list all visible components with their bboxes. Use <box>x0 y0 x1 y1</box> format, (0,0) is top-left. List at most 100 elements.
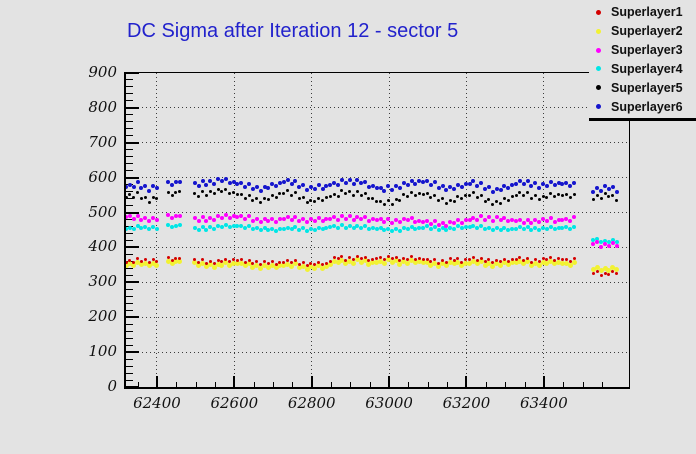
data-point-superlayer1 <box>297 262 301 266</box>
data-point-superlayer6 <box>483 186 488 191</box>
data-point-superlayer1 <box>444 260 448 264</box>
x-minor-tick <box>292 382 294 387</box>
data-point-superlayer6 <box>359 181 364 186</box>
data-point-superlayer2 <box>424 260 430 266</box>
y-tick-label: 600 <box>88 167 117 186</box>
y-tick-label: 200 <box>88 307 117 326</box>
data-point-superlayer2 <box>126 263 129 269</box>
y-minor-tick <box>126 128 133 130</box>
data-point-superlayer4 <box>200 225 205 230</box>
y-minor-tick <box>126 232 133 234</box>
y-minor-tick <box>126 309 133 311</box>
legend-marker-superlayer1 <box>596 9 601 15</box>
data-point-superlayer5 <box>332 192 336 196</box>
y-minor-tick <box>126 163 133 165</box>
data-point-superlayer3 <box>151 215 156 220</box>
data-point-superlayer2 <box>316 263 322 269</box>
data-point-superlayer6 <box>126 185 128 190</box>
data-point-superlayer6 <box>455 182 460 187</box>
y-minor-tick <box>126 295 133 297</box>
data-point-superlayer3 <box>277 217 282 222</box>
data-point-superlayer3 <box>606 244 611 249</box>
data-point-superlayer5 <box>518 190 522 194</box>
data-point-superlayer6 <box>544 183 549 188</box>
legend-item: Superlayer2 <box>589 23 696 40</box>
data-point-superlayer2 <box>219 262 225 268</box>
data-point-superlayer2 <box>536 262 542 268</box>
data-point-superlayer6 <box>560 181 565 186</box>
data-point-superlayer2 <box>385 257 391 263</box>
data-point-superlayer2 <box>401 259 407 265</box>
data-point-superlayer6 <box>308 184 313 189</box>
data-point-superlayer2 <box>362 258 368 264</box>
data-point-superlayer6 <box>247 182 252 187</box>
data-point-superlayer1 <box>266 262 270 266</box>
data-point-superlayer5 <box>147 200 151 204</box>
data-point-superlayer4 <box>378 226 383 231</box>
data-point-superlayer2 <box>540 259 546 265</box>
data-point-superlayer4 <box>247 224 252 229</box>
data-point-superlayer6 <box>363 179 368 184</box>
data-point-superlayer3 <box>560 218 565 223</box>
data-point-superlayer5 <box>151 195 155 199</box>
data-point-superlayer2 <box>238 260 244 266</box>
y-tick-label: 700 <box>88 132 117 151</box>
data-point-superlayer3 <box>544 218 549 223</box>
data-point-superlayer1 <box>328 259 332 263</box>
data-point-superlayer1 <box>340 255 344 259</box>
data-point-superlayer3 <box>517 217 522 222</box>
data-point-superlayer5 <box>371 197 375 201</box>
data-point-superlayer4 <box>471 224 476 229</box>
data-point-superlayer3 <box>243 217 248 222</box>
data-point-superlayer6 <box>490 189 495 194</box>
data-point-superlayer1 <box>235 258 239 262</box>
data-point-superlayer1 <box>193 258 197 261</box>
data-point-superlayer5 <box>479 193 483 197</box>
data-point-superlayer6 <box>394 184 399 189</box>
data-point-superlayer1 <box>301 261 305 265</box>
data-point-superlayer3 <box>135 214 140 219</box>
data-point-superlayer1 <box>126 260 128 264</box>
data-point-superlayer4 <box>436 227 441 232</box>
data-point-superlayer6 <box>200 179 205 184</box>
data-point-superlayer3 <box>452 221 457 226</box>
data-point-superlayer1 <box>363 255 367 259</box>
y-minor-tick <box>126 239 133 241</box>
data-point-superlayer6 <box>599 188 604 193</box>
data-point-superlayer1 <box>382 257 386 261</box>
data-point-superlayer1 <box>526 256 530 260</box>
data-point-superlayer2 <box>474 261 480 267</box>
data-point-superlayer4 <box>533 226 538 231</box>
data-point-superlayer3 <box>170 216 175 221</box>
y-minor-tick <box>126 274 133 276</box>
data-point-superlayer3 <box>219 216 224 221</box>
data-point-superlayer5 <box>468 193 472 197</box>
data-point-superlayer2 <box>277 263 283 269</box>
data-point-superlayer4 <box>277 227 282 232</box>
data-point-superlayer4 <box>517 225 522 230</box>
legend-marker-superlayer4 <box>596 66 601 72</box>
x-minor-tick <box>524 382 526 387</box>
data-point-superlayer1 <box>251 262 255 266</box>
data-point-superlayer4 <box>405 227 410 231</box>
data-point-superlayer6 <box>444 188 449 193</box>
data-point-superlayer3 <box>204 218 209 223</box>
y-minor-tick <box>126 205 133 207</box>
data-point-superlayer1 <box>151 258 155 262</box>
data-point-superlayer1 <box>239 258 243 262</box>
data-point-superlayer4 <box>308 226 313 231</box>
data-point-superlayer2 <box>521 261 527 267</box>
data-point-superlayer1 <box>522 258 526 262</box>
y-major-tick <box>126 246 139 249</box>
data-point-superlayer3 <box>208 215 213 220</box>
data-point-superlayer4 <box>127 225 132 230</box>
data-point-superlayer6 <box>614 190 619 195</box>
data-point-superlayer5 <box>394 197 398 201</box>
data-point-superlayer3 <box>223 213 228 218</box>
data-point-superlayer2 <box>292 261 298 267</box>
data-point-superlayer2 <box>146 263 152 269</box>
data-point-superlayer4 <box>351 225 356 230</box>
data-point-superlayer6 <box>196 183 201 188</box>
data-point-superlayer1 <box>386 254 390 258</box>
data-point-superlayer6 <box>243 185 248 190</box>
